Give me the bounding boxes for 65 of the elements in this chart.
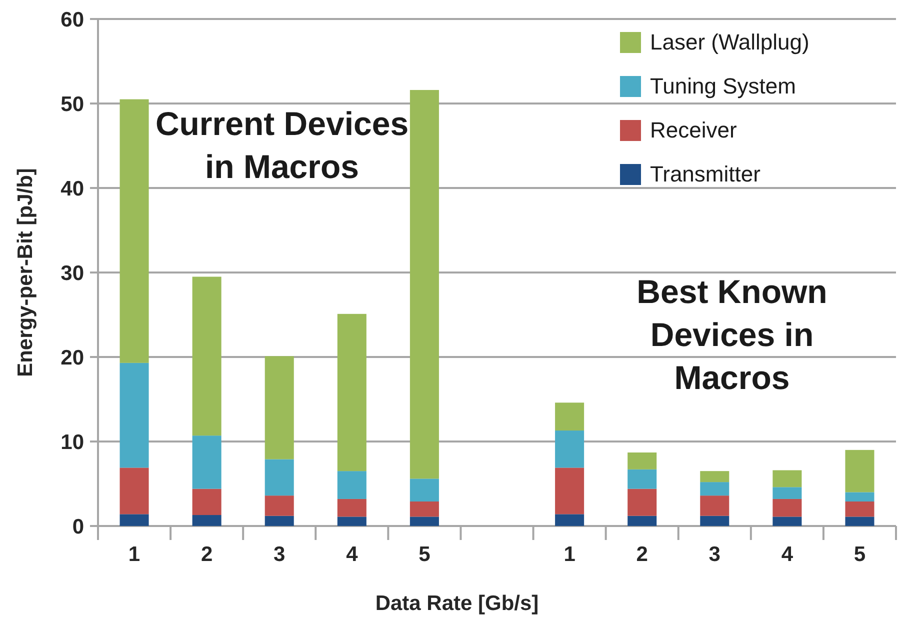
legend-label: Receiver xyxy=(650,118,737,143)
annotation: Best Known Devices in Macros xyxy=(636,273,828,396)
x-tick-label: 4 xyxy=(346,543,358,566)
bar xyxy=(700,516,730,526)
bar xyxy=(264,356,294,460)
bar xyxy=(120,99,149,363)
bar xyxy=(337,471,366,499)
bar xyxy=(845,516,874,526)
x-tick-label: 1 xyxy=(128,543,140,566)
bar xyxy=(628,469,657,489)
bar xyxy=(772,498,802,517)
bar xyxy=(410,90,439,479)
y-tick-label: 40 xyxy=(60,177,84,200)
bar xyxy=(192,488,222,516)
bar xyxy=(772,516,802,526)
bar xyxy=(555,430,584,468)
x-axis-title: Data Rate [Gb/s] xyxy=(375,592,539,615)
x-tick-label: 2 xyxy=(636,543,648,566)
bar xyxy=(845,501,874,517)
bar xyxy=(772,487,802,499)
bar xyxy=(410,501,439,517)
bar xyxy=(120,514,149,526)
bar xyxy=(628,488,657,516)
bar xyxy=(628,452,657,470)
bar xyxy=(337,314,366,472)
bar xyxy=(410,516,439,526)
legend-label: Laser (Wallplug) xyxy=(650,30,810,55)
bar xyxy=(192,436,222,489)
bar xyxy=(337,516,366,526)
y-tick-label: 60 xyxy=(60,8,84,32)
x-tick-label: 3 xyxy=(274,543,286,566)
bar xyxy=(120,468,149,514)
y-tick-label: 10 xyxy=(60,430,84,454)
bar xyxy=(264,496,294,516)
bar xyxy=(120,362,149,468)
bar xyxy=(555,402,584,431)
x-tick-label: 2 xyxy=(200,543,213,566)
x-tick-label: 4 xyxy=(781,543,794,566)
y-tick-label: 50 xyxy=(60,92,84,116)
bar xyxy=(772,470,802,488)
legend-label: Tuning System xyxy=(650,74,796,99)
bar xyxy=(337,498,366,517)
bar xyxy=(192,276,222,436)
bar xyxy=(700,496,730,516)
y-tick-label: 30 xyxy=(60,262,84,285)
y-axis-title: Energy-per-Bit [pJ/b] xyxy=(14,168,37,377)
bar xyxy=(264,459,294,496)
y-tick-label: 0 xyxy=(72,515,84,538)
bar xyxy=(192,515,222,526)
x-tick-label: 3 xyxy=(708,543,720,566)
x-tick-label: 1 xyxy=(564,543,576,566)
bar xyxy=(700,482,730,496)
bar xyxy=(264,516,294,526)
bar xyxy=(700,471,730,482)
annotation: Current Devices in Macros xyxy=(155,105,409,185)
bar xyxy=(845,450,874,492)
bar xyxy=(555,468,584,514)
legend-label: Transmitter xyxy=(650,162,760,187)
x-tick-label: 5 xyxy=(854,543,866,566)
bar xyxy=(628,516,657,526)
y-tick-label: 20 xyxy=(60,346,84,370)
bar xyxy=(410,478,439,502)
bar xyxy=(555,514,584,526)
bar xyxy=(845,492,874,502)
x-tick-label: 5 xyxy=(418,543,431,566)
